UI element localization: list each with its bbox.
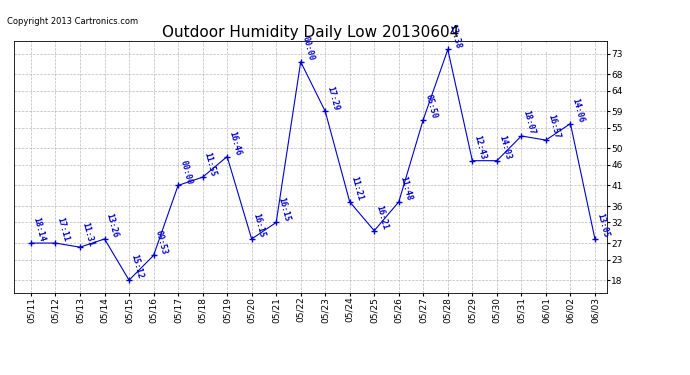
Text: 09:53: 09:53	[154, 229, 169, 255]
Text: 18:07: 18:07	[522, 110, 537, 136]
Text: 11:21: 11:21	[350, 176, 365, 202]
Text: 14:06: 14:06	[571, 97, 586, 124]
Text: Copyright 2013 Cartronics.com: Copyright 2013 Cartronics.com	[7, 17, 138, 26]
Text: 11:55: 11:55	[203, 151, 218, 177]
Text: 16:46: 16:46	[227, 130, 242, 157]
Text: 15:12: 15:12	[129, 254, 144, 280]
Text: 05:50: 05:50	[423, 93, 438, 120]
Text: 11:48: 11:48	[399, 176, 414, 202]
Text: 11:31: 11:31	[80, 221, 95, 247]
Text: Humidity  (%): Humidity (%)	[519, 43, 595, 53]
Text: 16:15: 16:15	[276, 196, 291, 222]
Text: 00:00: 00:00	[178, 159, 193, 185]
Text: 13:38: 13:38	[448, 23, 463, 50]
Title: Outdoor Humidity Daily Low 20130604: Outdoor Humidity Daily Low 20130604	[162, 25, 459, 40]
Text: 13:05: 13:05	[595, 213, 610, 239]
Text: 12:43: 12:43	[473, 134, 488, 161]
Text: 00:00: 00:00	[301, 35, 316, 62]
Text: 16:15: 16:15	[252, 213, 267, 239]
Text: 17:29: 17:29	[325, 85, 340, 111]
Text: 13:26: 13:26	[104, 213, 119, 239]
Text: 18:14: 18:14	[31, 217, 46, 243]
Text: 16:57: 16:57	[546, 114, 561, 140]
Text: 16:21: 16:21	[374, 204, 389, 231]
Text: 17:11: 17:11	[55, 217, 70, 243]
Text: 14:03: 14:03	[497, 134, 512, 161]
